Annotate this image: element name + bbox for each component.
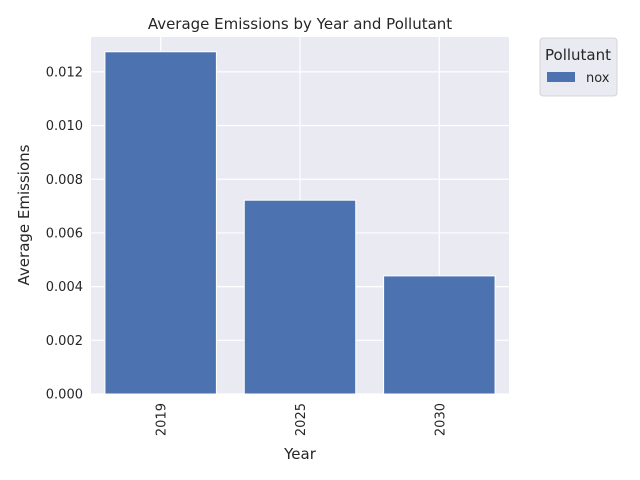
legend-label-nox: nox bbox=[586, 71, 610, 86]
y-tick-label: 0.008 bbox=[46, 173, 83, 188]
y-tick-label: 0.000 bbox=[46, 388, 83, 403]
x-tick-label: 2025 bbox=[294, 403, 309, 436]
x-tick-labels: 2019 2025 2030 bbox=[155, 403, 449, 436]
bar-2019 bbox=[104, 51, 217, 395]
x-tick-label: 2030 bbox=[433, 403, 448, 436]
x-axis-label: Year bbox=[283, 445, 317, 463]
y-tick-labels: 0.000 0.002 0.004 0.006 0.008 0.010 0.012 bbox=[46, 65, 83, 402]
y-tick-label: 0.006 bbox=[46, 226, 83, 241]
y-tick-label: 0.010 bbox=[46, 119, 83, 134]
y-tick-label: 0.012 bbox=[46, 65, 83, 80]
legend-swatch-nox bbox=[547, 72, 575, 82]
bars bbox=[104, 51, 496, 395]
bar-2030 bbox=[383, 275, 496, 395]
y-axis-label: Average Emissions bbox=[15, 144, 33, 285]
legend: Pollutant nox bbox=[539, 37, 618, 97]
legend-title: Pollutant bbox=[545, 46, 611, 64]
chart-title: Average Emissions by Year and Pollutant bbox=[148, 15, 452, 33]
bar-2025 bbox=[243, 199, 357, 395]
x-tick-label: 2019 bbox=[155, 403, 170, 436]
y-tick-label: 0.002 bbox=[46, 334, 83, 349]
y-tick-label: 0.004 bbox=[46, 280, 83, 295]
